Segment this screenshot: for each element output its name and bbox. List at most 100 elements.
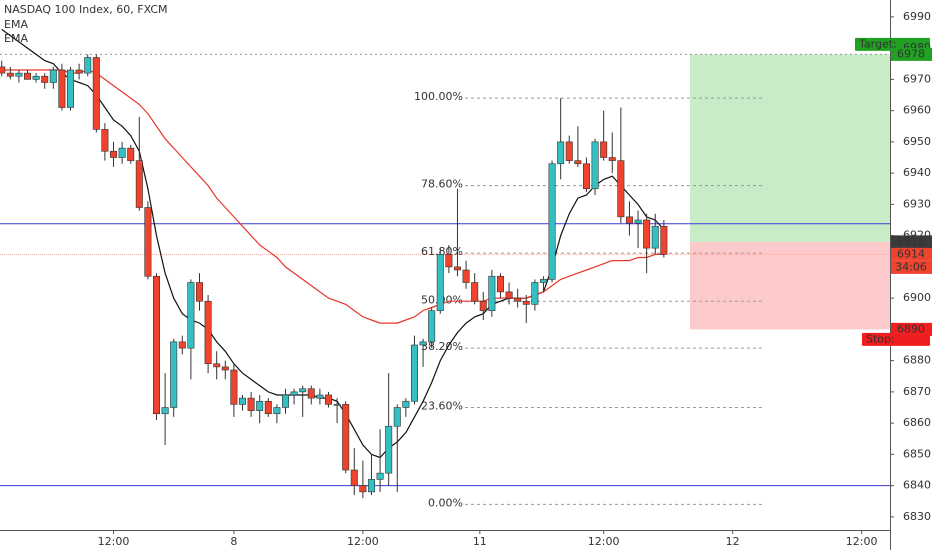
candle-body bbox=[101, 129, 109, 152]
candle-body bbox=[342, 404, 350, 471]
last-price-tag-bg bbox=[891, 247, 932, 261]
candle-body bbox=[281, 394, 289, 408]
x-tick-label: 11 bbox=[473, 535, 487, 548]
candle-body bbox=[153, 275, 161, 415]
candle-body bbox=[514, 297, 522, 302]
candle-body bbox=[608, 157, 616, 161]
fib-label: 78.60% bbox=[421, 178, 463, 191]
candle-body bbox=[230, 369, 238, 405]
candle-body bbox=[75, 69, 83, 74]
candle-body bbox=[359, 485, 367, 493]
y-tick-label: 6840 bbox=[903, 479, 931, 492]
candle-body bbox=[24, 72, 32, 80]
candle-body bbox=[135, 160, 143, 208]
candle-body bbox=[58, 69, 66, 108]
fib-label: 38.20% bbox=[421, 340, 463, 353]
stop-price-tag-bg bbox=[891, 322, 932, 336]
fib-label: 100.00% bbox=[414, 90, 463, 103]
y-tick-label: 6960 bbox=[903, 104, 931, 117]
candle-body bbox=[445, 254, 453, 268]
y-tick-label: 6860 bbox=[903, 416, 931, 429]
candle-body bbox=[49, 69, 57, 83]
stop-label-bg bbox=[862, 332, 930, 346]
legend-entry: EMA bbox=[4, 18, 28, 31]
candle-body bbox=[410, 344, 418, 402]
candle-body bbox=[15, 72, 23, 77]
legend-entry: EMA bbox=[4, 32, 28, 45]
candle-body bbox=[367, 479, 375, 493]
last-price-tag: 6914 bbox=[897, 247, 925, 260]
entry-price-tag-bg bbox=[891, 235, 932, 249]
candle-body bbox=[574, 160, 582, 165]
candle-body bbox=[110, 150, 118, 158]
candle-body bbox=[385, 425, 393, 474]
candle-body bbox=[67, 69, 75, 108]
candle-body bbox=[591, 141, 599, 190]
y-tick-label: 6880 bbox=[903, 354, 931, 367]
stop-label: Stop: bbox=[866, 332, 895, 345]
x-tick-label: 12:00 bbox=[846, 535, 878, 548]
candle-body bbox=[462, 269, 470, 283]
candle-body bbox=[617, 160, 625, 218]
candle-body bbox=[539, 279, 547, 283]
candle-body bbox=[195, 282, 203, 302]
candle-body bbox=[350, 469, 358, 486]
candle-body bbox=[531, 282, 539, 305]
target-label-bg bbox=[855, 37, 930, 51]
candle-body bbox=[213, 363, 221, 368]
candle-body bbox=[376, 472, 384, 480]
candle-body bbox=[299, 388, 307, 393]
target-price-tag-bg bbox=[891, 47, 932, 61]
y-tick-label: 6830 bbox=[903, 510, 931, 523]
target-zone bbox=[690, 54, 890, 242]
y-tick-label: 6950 bbox=[903, 135, 931, 148]
candle-body bbox=[471, 282, 479, 302]
fib-label: 0.00% bbox=[428, 496, 463, 509]
stop-zone bbox=[690, 241, 890, 330]
candle-body bbox=[178, 341, 186, 349]
stop-price-tag: 6890 bbox=[897, 322, 925, 335]
candle-body bbox=[6, 72, 14, 77]
ema-line bbox=[1, 69, 664, 324]
candle-body bbox=[634, 219, 642, 224]
candle-body bbox=[127, 147, 135, 161]
candle-body bbox=[643, 219, 651, 249]
candle-body bbox=[625, 216, 633, 224]
y-tick-label: 6970 bbox=[903, 72, 931, 85]
candle-body bbox=[32, 75, 40, 80]
plot-area: 100.00%78.60%61.80%50.00%38.20%23.60%0.0… bbox=[0, 28, 890, 509]
candle-body bbox=[161, 407, 169, 415]
y-tick-label: 6940 bbox=[903, 166, 931, 179]
candle-body bbox=[0, 66, 6, 74]
candle-body bbox=[651, 225, 659, 249]
candle-body bbox=[557, 141, 565, 165]
candle-body bbox=[92, 57, 100, 130]
y-tick-label: 6930 bbox=[903, 197, 931, 210]
x-tick-label: 12:00 bbox=[347, 535, 379, 548]
candle-body bbox=[393, 407, 401, 427]
candle-body bbox=[582, 163, 590, 190]
candle-body bbox=[600, 141, 608, 158]
candle-body bbox=[187, 282, 195, 349]
candle-body bbox=[436, 254, 444, 311]
candle-body bbox=[488, 275, 496, 311]
x-tick-label: 12:00 bbox=[588, 535, 620, 548]
candle-body bbox=[505, 291, 513, 299]
candle-body bbox=[273, 407, 281, 415]
candle-body bbox=[307, 388, 315, 399]
candle-body bbox=[84, 57, 92, 74]
target-price-tag: 6978 bbox=[897, 47, 925, 60]
candle-body bbox=[221, 366, 229, 371]
chart-title: NASDAQ 100 Index, 60, FXCM bbox=[4, 3, 168, 16]
entry-price-tag: 6918 bbox=[897, 235, 925, 248]
fib-label: 61.80% bbox=[421, 245, 463, 258]
candle-body bbox=[118, 147, 126, 158]
candle-body bbox=[238, 397, 246, 405]
y-tick-label: 6850 bbox=[903, 447, 931, 460]
y-tick-label: 6870 bbox=[903, 385, 931, 398]
overlay: NASDAQ 100 Index, 60, FXCM EMA EMA Targe… bbox=[4, 3, 930, 346]
x-tick-label: 8 bbox=[230, 535, 237, 548]
candle-body bbox=[204, 300, 212, 365]
